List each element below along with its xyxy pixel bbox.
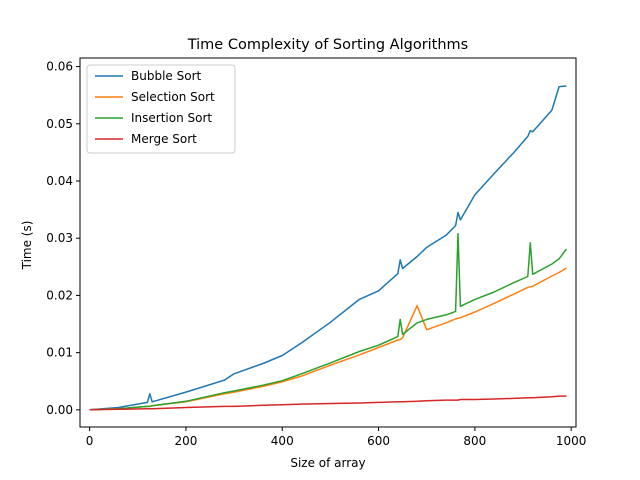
x-axis: 0 200 400 600 800 1000: [86, 427, 587, 448]
legend: Bubble Sort Selection Sort Insertion Sort M…: [86, 64, 236, 154]
y-tick-label: 0.04: [46, 174, 73, 188]
series-line-insertion-sort: [89, 232, 567, 411]
chart-title: Time Complexity of Sorting Algorithms: [187, 37, 469, 53]
x-tick-label: 200: [174, 434, 197, 448]
x-tick-label: 400: [271, 434, 294, 448]
y-tick-label: 0.05: [46, 117, 73, 131]
x-tick-label: 1000: [556, 434, 587, 448]
legend-label: Selection Sort: [131, 90, 215, 104]
legend-box: [86, 64, 236, 154]
y-tick-label: 0.06: [46, 60, 73, 74]
legend-label: Merge Sort: [131, 132, 197, 146]
legend-label: Insertion Sort: [131, 111, 212, 125]
y-tick-label: 0.00: [46, 403, 73, 417]
x-tick-label: 800: [463, 434, 486, 448]
series-line-bubble-sort: [89, 85, 567, 411]
plot-frame: [79, 57, 577, 428]
y-tick-label: 0.01: [46, 346, 73, 360]
y-axis: 0.00 0.01 0.02 0.03 0.04 0.05 0.06: [46, 60, 80, 417]
y-tick-label: 0.02: [46, 288, 73, 302]
x-tick-label: 0: [86, 434, 94, 448]
y-axis-label: Time (s): [20, 221, 34, 271]
y-tick-label: 0.03: [46, 231, 73, 245]
series-line-merge-sort: [89, 395, 567, 411]
x-tick-label: 600: [367, 434, 390, 448]
x-axis-label: Size of array: [290, 456, 365, 470]
plot-lines: [89, 85, 567, 411]
legend-label: Bubble Sort: [131, 69, 201, 83]
